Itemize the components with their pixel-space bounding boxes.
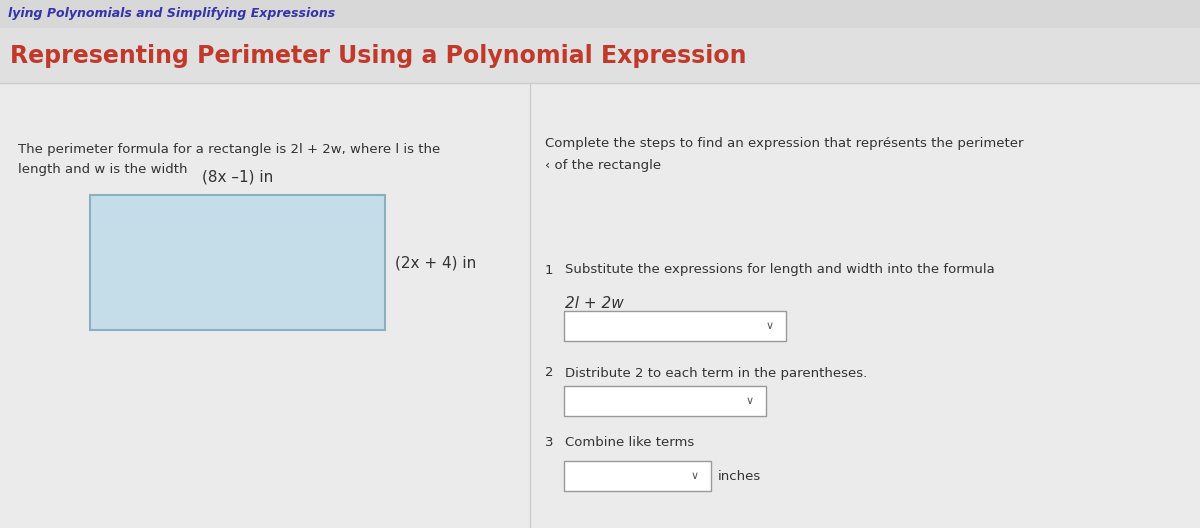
Text: lying Polynomials and Simplifying Expressions: lying Polynomials and Simplifying Expres… (8, 7, 335, 21)
Text: 3: 3 (545, 437, 553, 449)
Text: Representing Perimeter Using a Polynomial Expression: Representing Perimeter Using a Polynomia… (10, 43, 746, 68)
Text: length and w is the width: length and w is the width (18, 164, 187, 176)
Bar (90, 195, 385, 330)
FancyBboxPatch shape (564, 311, 786, 341)
Text: ∨: ∨ (766, 321, 774, 331)
Text: Combine like terms: Combine like terms (565, 437, 695, 449)
Text: (8x –1) in: (8x –1) in (202, 169, 274, 184)
Text: ∨: ∨ (691, 471, 700, 481)
Text: inches: inches (718, 469, 761, 483)
FancyBboxPatch shape (564, 386, 766, 416)
Text: ‹ of the rectangle: ‹ of the rectangle (545, 159, 661, 173)
Text: Complete the steps to find an expression that représents the perimeter: Complete the steps to find an expression… (545, 137, 1024, 149)
Text: ∨: ∨ (746, 396, 754, 406)
Text: Distribute 2 to each term in the parentheses.: Distribute 2 to each term in the parenth… (565, 366, 868, 380)
Bar (0, 0, 1200, 28)
Text: (2x + 4) in: (2x + 4) in (395, 255, 476, 270)
Text: Substitute the expressions for length and width into the formula: Substitute the expressions for length an… (565, 263, 995, 277)
Text: The perimeter formula for a rectangle is 2l + 2w, where l is the: The perimeter formula for a rectangle is… (18, 144, 440, 156)
Text: 2: 2 (545, 366, 553, 380)
Text: 1: 1 (545, 263, 553, 277)
FancyBboxPatch shape (564, 461, 710, 491)
Text: 2l + 2w: 2l + 2w (565, 296, 624, 310)
Bar (0, 28, 1200, 83)
